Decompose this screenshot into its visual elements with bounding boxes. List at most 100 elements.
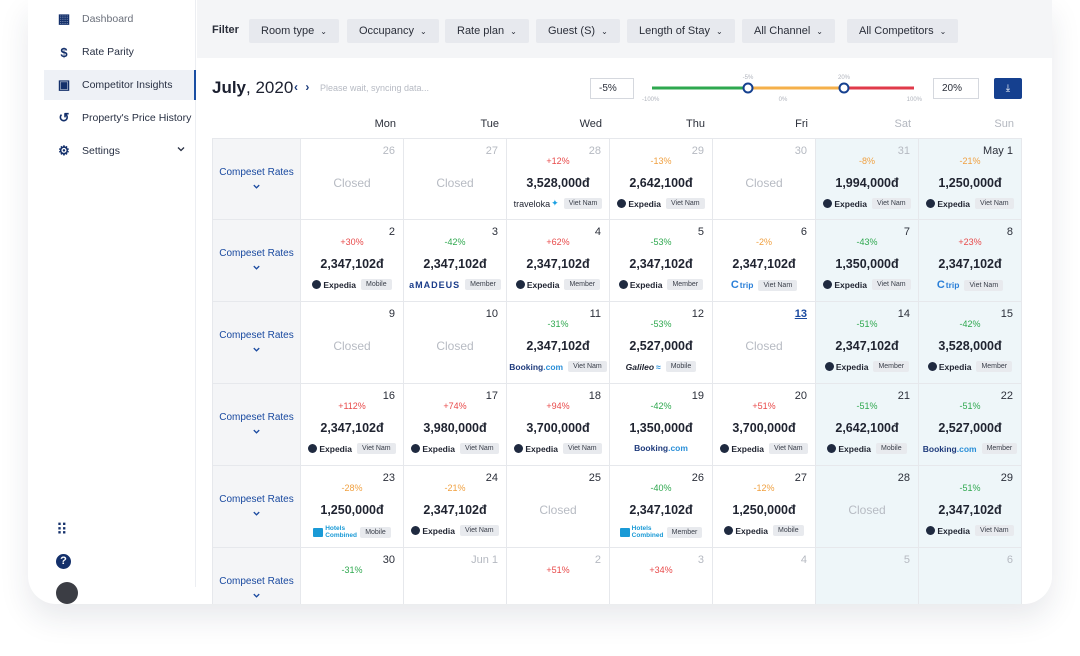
calendar-day-cell[interactable]: 27 -12% 1,250,000đ Expedia Mobile xyxy=(713,466,816,548)
day-number: 11 xyxy=(589,308,601,320)
calendar-day-cell[interactable]: 14 -51% 2,347,102đ Expedia Member xyxy=(816,302,919,384)
calendar-day-cell[interactable]: 5 -53% 2,347,102đ Expedia Member xyxy=(610,220,713,302)
rate-source: Hotels Combined Mobile xyxy=(301,525,403,539)
rate-delta: +62% xyxy=(546,237,570,247)
calendar-day-cell[interactable]: 12 -53% 2,527,000đ Galileo ≈ Mobile xyxy=(610,302,713,384)
calendar-day-cell[interactable]: 15 -42% 3,528,000đ Expedia Member xyxy=(919,302,1022,384)
day-number: 30 xyxy=(382,554,395,566)
max-threshold-input[interactable]: 20% xyxy=(933,78,979,99)
calendar-day-cell[interactable]: 10 Closed xyxy=(404,302,507,384)
channel-tag: Member xyxy=(873,361,910,372)
chevron-down-icon xyxy=(213,345,300,356)
month-nav-arrows[interactable]: ‹ › xyxy=(294,80,312,94)
calendar-day-cell[interactable]: 3 -42% 2,347,102đ aMADEUS Member xyxy=(404,220,507,302)
calendar-day-cell[interactable]: 5 xyxy=(816,548,919,604)
chevron-down-icon: ⌄ xyxy=(510,26,517,36)
min-threshold-input[interactable]: -5% xyxy=(590,78,634,99)
compeset-rates-toggle[interactable]: Compeset Rates xyxy=(213,412,300,438)
filter-room-type[interactable]: Room type ⌄ xyxy=(249,19,339,43)
calendar-day-cell[interactable]: 11 -31% 2,347,102đ Booking .com Viet Nam xyxy=(507,302,610,384)
row-label-cell[interactable]: Compeset Rates xyxy=(212,466,301,548)
calendar-day-cell[interactable]: 13 Closed xyxy=(713,302,816,384)
filter-label: Filter xyxy=(212,24,239,36)
slider-handle-max[interactable] xyxy=(838,82,850,94)
day-number[interactable]: 13 xyxy=(794,308,807,320)
filter-guest[interactable]: Guest (S) ⌄ xyxy=(536,19,620,43)
slider-handle-min[interactable] xyxy=(742,82,754,94)
day-number: 4 xyxy=(594,226,601,238)
calendar-day-cell[interactable]: 20 +51% 3,700,000đ Expedia Viet Nam xyxy=(713,384,816,466)
row-label-cell[interactable]: Compeset Rates xyxy=(212,302,301,384)
calendar-day-cell[interactable]: 16 +112% 2,347,102đ Expedia Viet Nam xyxy=(301,384,404,466)
row-label-cell[interactable]: Compeset Rates xyxy=(212,220,301,302)
calendar-day-cell[interactable]: 27 Closed xyxy=(404,138,507,220)
calendar-day-cell[interactable]: 18 +94% 3,700,000đ Expedia Viet Nam xyxy=(507,384,610,466)
rate-delta: -42% xyxy=(650,401,672,411)
download-button[interactable]: ⤓ xyxy=(994,78,1022,99)
hotels-combined-text: Hotels Combined xyxy=(631,525,664,539)
rate-delta: +94% xyxy=(546,401,570,411)
channel-tag: Member xyxy=(465,279,501,290)
calendar-day-cell[interactable]: 30 Closed xyxy=(713,138,816,220)
filter-occupancy[interactable]: Occupancy ⌄ xyxy=(347,19,439,43)
rate-source: Hotels Combined Member xyxy=(610,525,712,539)
calendar-day-cell[interactable]: May 1 -21% 1,250,000đ Expedia Viet Nam xyxy=(919,138,1022,220)
sidebar-item-settings[interactable]: ⚙ Settings xyxy=(44,136,196,166)
calendar-day-cell[interactable]: 28 Closed xyxy=(816,466,919,548)
calendar-day-cell[interactable]: 9 Closed xyxy=(301,302,404,384)
threshold-slider[interactable]: -5% 20% -100% 0% 100% xyxy=(642,72,923,106)
closed-label: Closed xyxy=(745,176,783,190)
calendar-day-cell[interactable]: 29 -13% 2,642,100đ Expedia Viet Nam xyxy=(610,138,713,220)
sidebar-item-competitor-insights[interactable]: ▣ Competitor Insights xyxy=(44,70,196,100)
channel-tag: Viet Nam xyxy=(871,279,911,290)
filter-rate-plan[interactable]: Rate plan ⌄ xyxy=(445,19,529,43)
compeset-rates-toggle[interactable]: Compeset Rates xyxy=(213,494,300,520)
calendar-day-cell[interactable]: 4 +62% 2,347,102đ Expedia Member xyxy=(507,220,610,302)
calendar-day-cell[interactable]: 29 -51% 2,347,102đ Expedia Viet Nam xyxy=(919,466,1022,548)
row-label-cell[interactable]: Compeset Rates xyxy=(212,384,301,466)
calendar-day-cell[interactable]: 26 -40% 2,347,102đ Hotels Combined Member xyxy=(610,466,713,548)
compeset-rates-toggle[interactable]: Compeset Rates xyxy=(213,576,300,602)
sidebar-item-rate-parity[interactable]: $ Rate Parity xyxy=(44,37,196,67)
calendar-day-cell[interactable]: 21 -51% 2,642,100đ Expedia Mobile xyxy=(816,384,919,466)
calendar-day-cell[interactable]: 22 -51% 2,527,000đ Booking .com Member xyxy=(919,384,1022,466)
booking-domain: .com xyxy=(668,443,688,453)
row-label-cell[interactable]: Compeset Rates xyxy=(212,548,301,604)
help-icon[interactable]: ? xyxy=(56,554,71,569)
calendar-day-cell[interactable]: 4 xyxy=(713,548,816,604)
closed-label: Closed xyxy=(539,503,577,517)
filter-length-of-stay[interactable]: Length of Stay ⌄ xyxy=(627,19,735,43)
compeset-rates-toggle[interactable]: Compeset Rates xyxy=(213,330,300,356)
calendar-day-cell[interactable]: 2 +30% 2,347,102đ Expedia Mobile xyxy=(301,220,404,302)
expedia-logo: Expedia xyxy=(823,280,867,290)
filter-competitors[interactable]: All Competitors ⌄ xyxy=(847,19,959,43)
calendar-day-cell[interactable]: 23 -28% 1,250,000đ Hotels Combined Mobile xyxy=(301,466,404,548)
calendar-day-cell[interactable]: 30 -31% xyxy=(301,548,404,604)
compeset-rates-toggle[interactable]: Compeset Rates xyxy=(213,167,300,193)
calendar-day-cell[interactable]: 19 -42% 1,350,000đ Booking .com xyxy=(610,384,713,466)
calendar-day-cell[interactable]: 26 Closed xyxy=(301,138,404,220)
calendar-day-cell[interactable]: 28 +12% 3,528,000đ traveloka ✦ Viet Nam xyxy=(507,138,610,220)
calendar-day-cell[interactable]: Jun 1 xyxy=(404,548,507,604)
sidebar-item-price-history[interactable]: ↺ Property's Price History xyxy=(44,103,196,133)
rate-source: Expedia Viet Nam xyxy=(507,443,609,454)
calendar-day-cell[interactable]: 25 Closed xyxy=(507,466,610,548)
row-label-cell[interactable]: Compeset Rates xyxy=(212,138,301,220)
calendar-day-cell[interactable]: 3 +34% xyxy=(610,548,713,604)
calendar-day-cell[interactable]: 6 xyxy=(919,548,1022,604)
compeset-rates-label: Compeset Rates xyxy=(219,494,294,505)
avatar[interactable] xyxy=(56,582,78,604)
calendar-day-cell[interactable]: 7 -43% 1,350,000đ Expedia Viet Nam xyxy=(816,220,919,302)
filter-channel[interactable]: All Channel ⌄ xyxy=(742,19,835,43)
rate-delta: +23% xyxy=(958,237,982,247)
apps-grid-icon[interactable]: ⠿ xyxy=(56,522,68,539)
calendar-day-cell[interactable]: 24 -21% 2,347,102đ Expedia Viet Nam xyxy=(404,466,507,548)
expedia-logo: Expedia xyxy=(927,362,971,372)
calendar-day-cell[interactable]: 2 +51% xyxy=(507,548,610,604)
calendar-day-cell[interactable]: 31 -8% 1,994,000đ Expedia Viet Nam xyxy=(816,138,919,220)
compeset-rates-toggle[interactable]: Compeset Rates xyxy=(213,248,300,274)
sidebar-item-dashboard[interactable]: ▦ Dashboard xyxy=(44,4,196,34)
calendar-day-cell[interactable]: 17 +74% 3,980,000đ Expedia Viet Nam xyxy=(404,384,507,466)
